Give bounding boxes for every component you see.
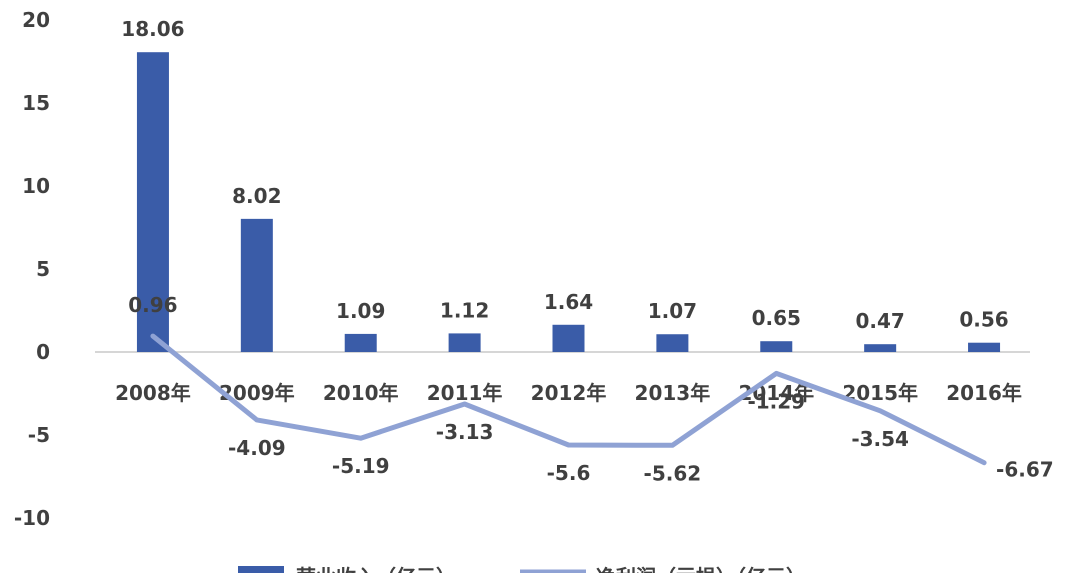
y-tick-label: 5 — [36, 257, 50, 281]
bar — [136, 52, 169, 352]
line-data-labels: 0.96 -4.09 -5.19 -3.13 -5.6 -5.62 -1.29 -3.54 -6… — [128, 293, 1053, 485]
legend-swatch-bar — [238, 566, 284, 577]
bar-data-label: 8.02 — [232, 184, 281, 208]
bar — [344, 333, 377, 352]
line-series-path — [150, 333, 987, 466]
bar — [760, 341, 793, 352]
legend: 营业收入（亿元） 净利润（亏损）（亿元） — [238, 565, 806, 577]
line-data-label: -3.13 — [436, 420, 494, 444]
y-tick-label: 20 — [22, 8, 50, 32]
bar — [448, 333, 481, 352]
y-tick-label: 15 — [22, 91, 50, 115]
bar — [864, 344, 897, 352]
line-data-label: 0.96 — [128, 293, 177, 317]
bar-data-label: 0.56 — [959, 308, 1008, 332]
x-tick-label: 2011年 — [427, 381, 503, 405]
legend-label-bar: 营业收入（亿元） — [296, 565, 456, 573]
bar — [552, 324, 585, 352]
y-axis-ticks: 20 15 10 5 0 -5 -10 — [14, 8, 50, 530]
bar — [656, 334, 689, 352]
line-data-label: -3.54 — [851, 427, 909, 451]
y-tick-label: -10 — [14, 506, 50, 530]
x-tick-label: 2010年 — [323, 381, 399, 405]
bar-data-label: 1.12 — [440, 298, 489, 322]
bar-data-label: 0.65 — [752, 306, 801, 330]
x-tick-label: 2016年 — [946, 381, 1022, 405]
x-axis-ticks: 2008年 2009年 2010年 2011年 2012年 2013年 2014年 2015年… — [115, 381, 1022, 405]
line-data-label: -4.09 — [228, 436, 286, 460]
y-tick-label: 0 — [36, 340, 50, 364]
bar-series — [136, 52, 1001, 352]
bar — [968, 342, 1001, 352]
bar-data-label: 1.64 — [544, 290, 593, 314]
legend-label-line: 净利润（亏损）（亿元） — [596, 565, 806, 573]
y-tick-label: 10 — [22, 174, 50, 198]
line-data-label: -5.62 — [644, 461, 702, 485]
line-data-label: -5.19 — [332, 454, 390, 478]
x-tick-label: 2008年 — [115, 381, 191, 405]
bar-data-label: 18.06 — [121, 17, 184, 41]
x-tick-label: 2012年 — [531, 381, 607, 405]
line-data-label: -5.6 — [547, 461, 591, 485]
y-tick-label: -5 — [28, 423, 50, 447]
line-data-label: -1.29 — [747, 389, 805, 413]
bar — [240, 218, 273, 352]
bar-data-label: 0.47 — [855, 309, 904, 333]
line-data-label: -6.67 — [996, 458, 1054, 482]
x-tick-label: 2013年 — [635, 381, 711, 405]
bar-data-label: 1.09 — [336, 299, 385, 323]
bar-data-labels: 18.06 8.02 1.09 1.12 1.64 1.07 0.65 0.47 0.56 — [121, 17, 1008, 333]
bar-data-label: 1.07 — [648, 299, 697, 323]
